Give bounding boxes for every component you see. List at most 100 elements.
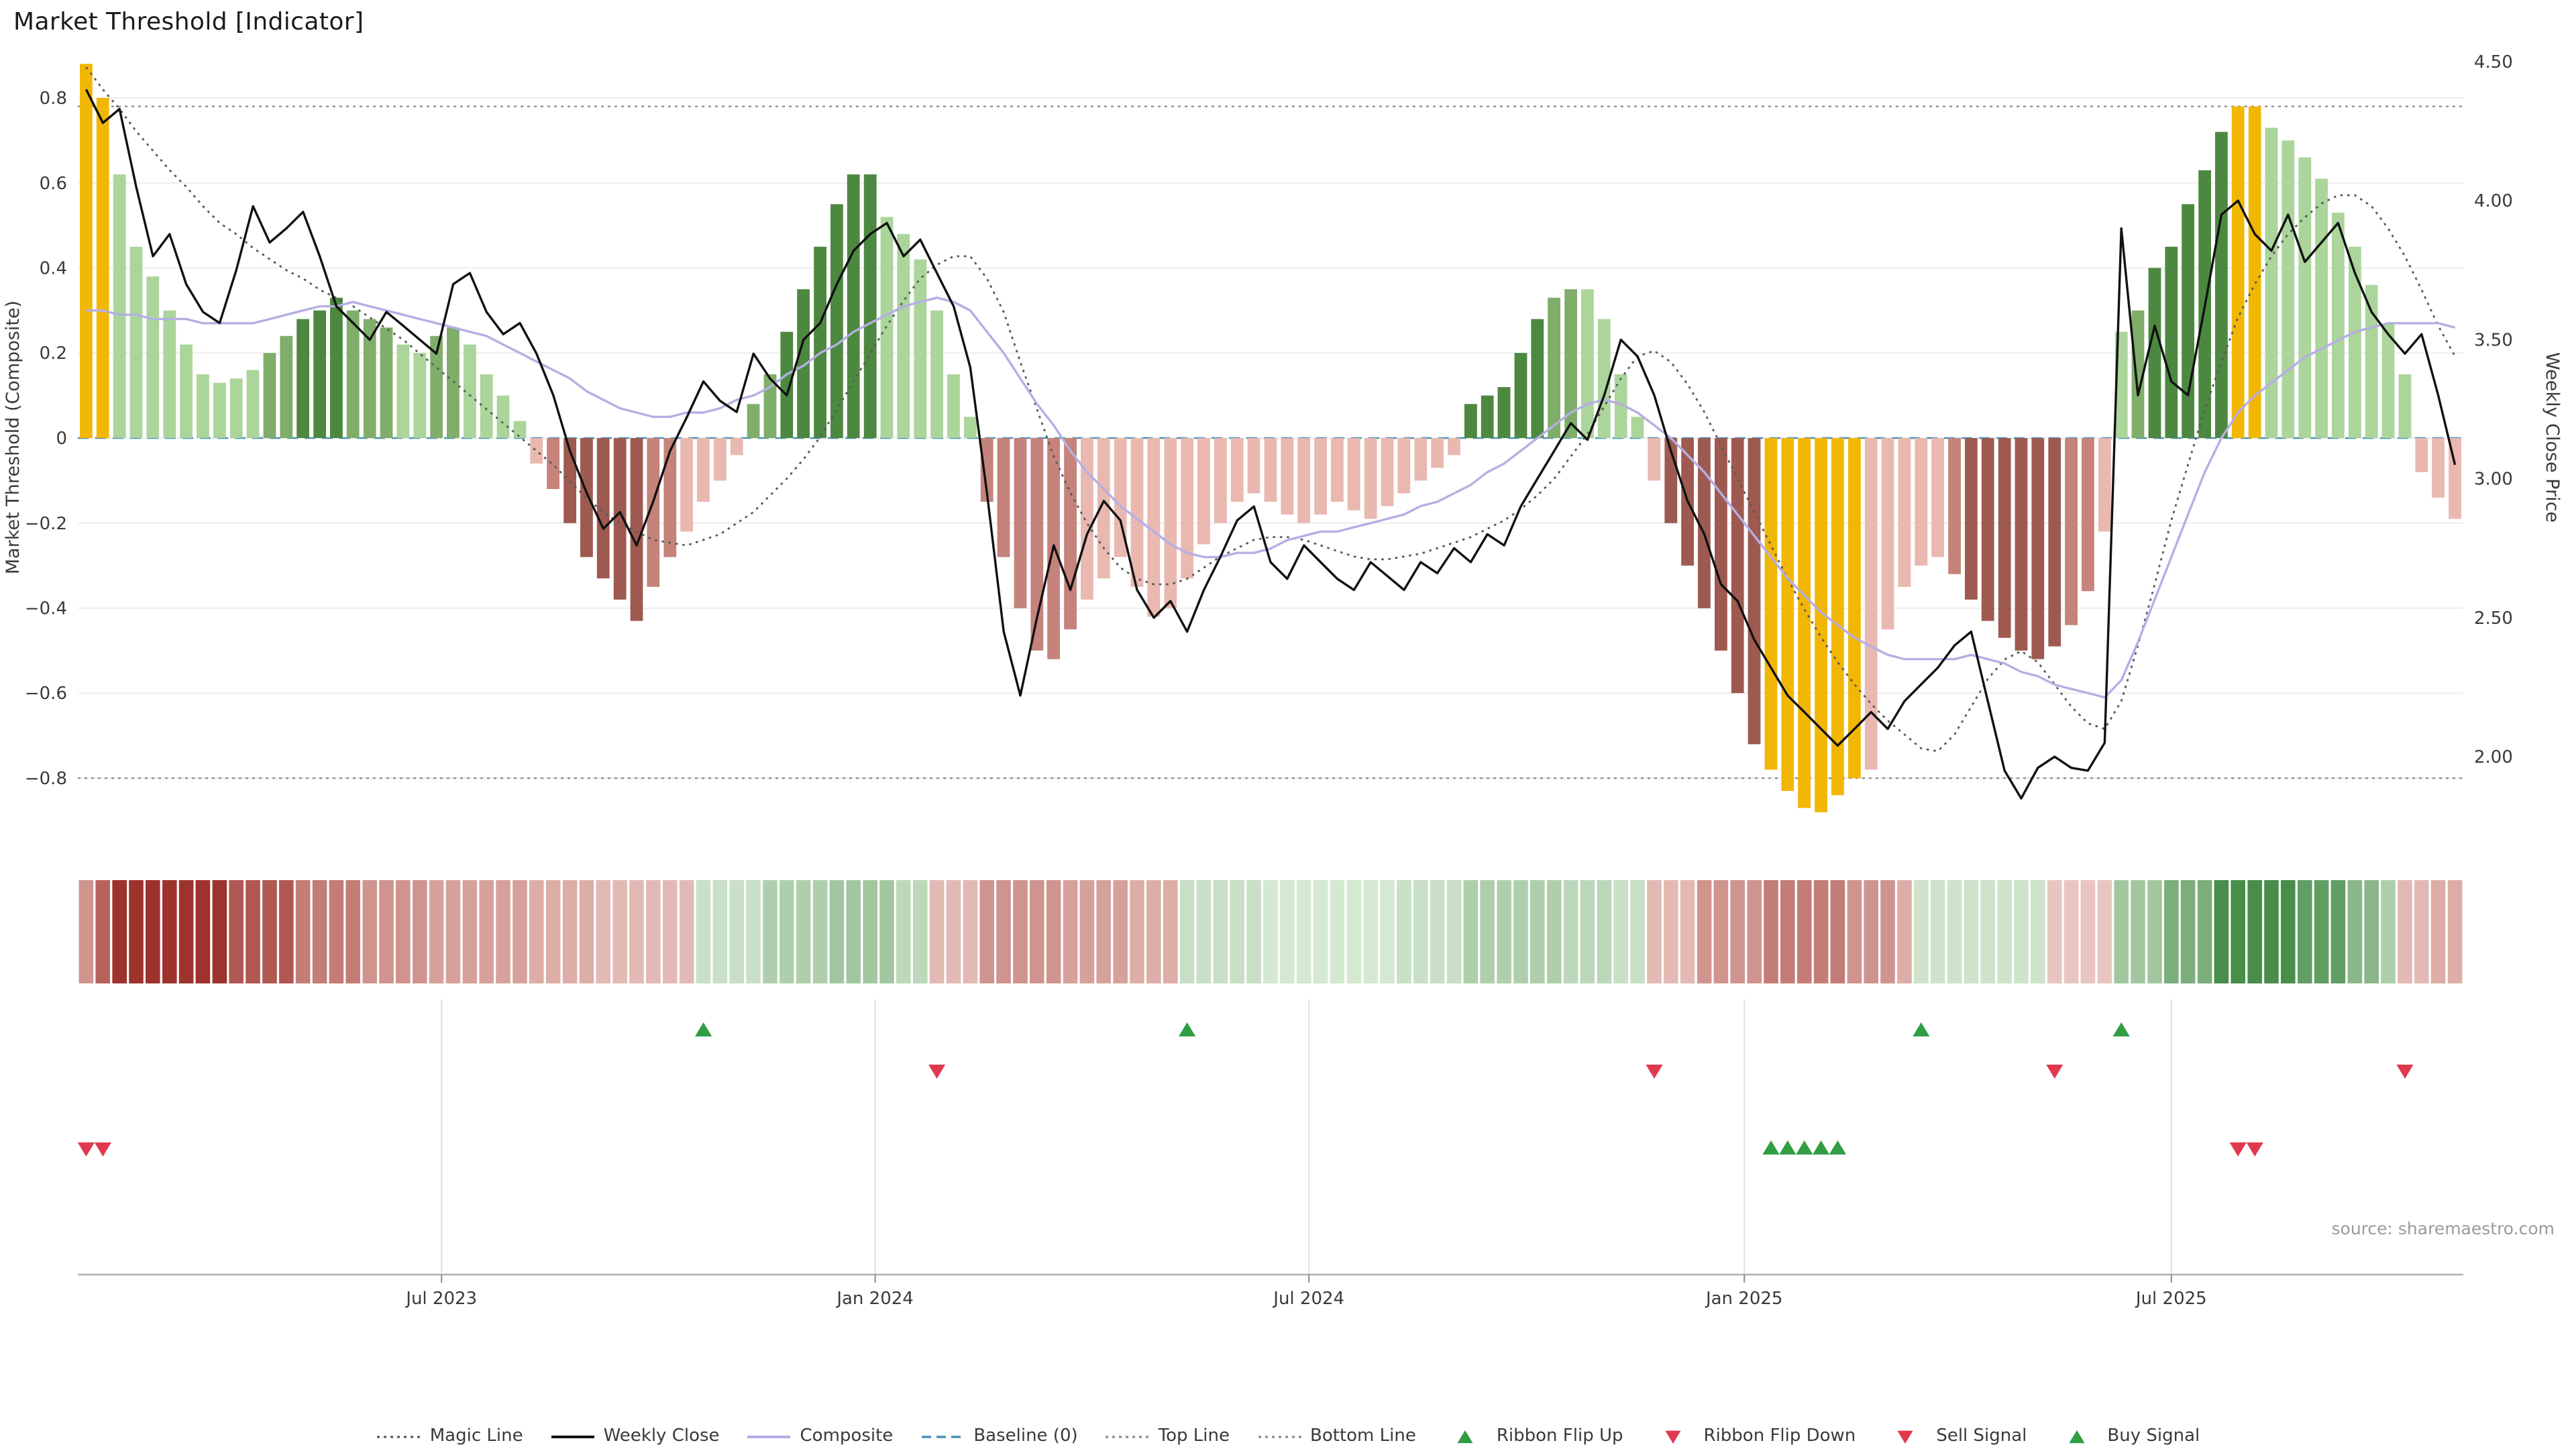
threshold-bar (80, 64, 93, 438)
ribbon-cell (1196, 880, 1212, 983)
threshold-bar (964, 417, 977, 438)
threshold-bar (947, 374, 960, 438)
legend-item-composite: Composite (747, 1426, 894, 1446)
threshold-bar (1397, 438, 1411, 494)
ribbon-cell (1647, 880, 1662, 983)
threshold-bar (2098, 438, 2111, 532)
threshold-bar (1514, 353, 1527, 438)
left-tick-label: −0.6 (25, 684, 67, 704)
ribbon-cell (696, 880, 711, 983)
ribbon-cell (863, 880, 877, 983)
ribbon-cell (1997, 880, 2012, 983)
ribbon-flip-down-marker (2046, 1065, 2063, 1079)
ribbon-cell (2247, 880, 2262, 983)
ribbon-cell (1213, 880, 1228, 983)
threshold-bar (1715, 438, 1727, 651)
ribbon-cell (780, 880, 794, 983)
threshold-bar (1597, 319, 1611, 438)
ribbon-cell (1397, 880, 1411, 983)
threshold-bar (763, 374, 777, 438)
threshold-bar (1331, 438, 1344, 502)
buy-signal-marker (1762, 1140, 1780, 1155)
ribbon-cell (2381, 880, 2396, 983)
ribbon-cell (212, 880, 227, 983)
right-axis-label: Weekly Close Price (2542, 352, 2563, 523)
threshold-bar (1130, 438, 1144, 587)
threshold-bar (1898, 438, 1911, 587)
ribbon-cell (1230, 880, 1244, 983)
ribbon-flip-up-marker (695, 1022, 712, 1036)
ribbon-cell (2347, 880, 2363, 983)
threshold-bar (1464, 404, 1477, 438)
threshold-bar (863, 174, 877, 438)
threshold-bar (847, 174, 860, 438)
threshold-bar (2148, 268, 2161, 438)
buy-signal-marker (1813, 1140, 1830, 1155)
threshold-bar (580, 438, 593, 557)
threshold-bar (1114, 438, 1127, 557)
threshold-bar (1698, 438, 1711, 608)
threshold-bar (1314, 438, 1327, 515)
threshold-bar (313, 310, 326, 438)
ribbon-cell (1813, 880, 1829, 983)
threshold-bar (197, 374, 209, 438)
threshold-bar (496, 395, 510, 438)
threshold-bar (1564, 289, 1577, 438)
threshold-bar (2332, 213, 2345, 438)
ribbon-cell (78, 880, 94, 983)
threshold-bar (1764, 438, 1778, 770)
threshold-bar (814, 246, 826, 438)
threshold-bar (747, 404, 760, 438)
buy-signal-marker (1796, 1140, 1813, 1155)
ribbon-cell (896, 880, 911, 983)
ribbon-flip-down-marker (2396, 1065, 2414, 1079)
threshold-bar (363, 319, 376, 438)
ribbon-cell (1463, 880, 1479, 983)
threshold-bar (1798, 438, 1811, 808)
ribbon-cell (1380, 880, 1395, 983)
ribbon-cell (1413, 880, 1428, 983)
ribbon-cell (1430, 880, 1445, 983)
ribbon-cell (1096, 880, 1111, 983)
threshold-bar (1147, 438, 1161, 617)
threshold-bar (213, 382, 226, 438)
ribbon-cell (2164, 880, 2179, 983)
ribbon-cell (1830, 880, 1845, 983)
threshold-bar (2315, 178, 2328, 438)
x-tick-label: Jul 2023 (405, 1289, 477, 1309)
right-tick-label: 4.00 (2474, 191, 2513, 211)
ribbon-cell (345, 880, 360, 983)
ribbon-cell (1030, 880, 1044, 983)
ribbon-cell (1797, 880, 1812, 983)
threshold-bar (2065, 438, 2078, 625)
ribbon-cell (312, 880, 327, 983)
ribbon-cell (1046, 880, 1061, 983)
threshold-bar (2082, 438, 2094, 592)
ribbon-cell (1480, 880, 1495, 983)
legend-item-label: Composite (800, 1426, 894, 1446)
ribbon-cell (1013, 880, 1028, 983)
threshold-bar (346, 310, 360, 438)
ribbon-cell (812, 880, 828, 983)
threshold-bar (1281, 438, 1294, 515)
threshold-bar (630, 438, 643, 621)
x-tick-label: Jul 2024 (1272, 1289, 1344, 1309)
ribbon-cell (2264, 880, 2279, 983)
threshold-bar (730, 438, 743, 455)
threshold-bar (547, 438, 559, 489)
legend-item-label: Bottom Line (1310, 1426, 1416, 1446)
threshold-bar (1164, 438, 1177, 608)
ribbon-cell (646, 880, 661, 983)
legend-item-baseline-0-: Baseline (0) (920, 1426, 1078, 1446)
ribbon-cell (2281, 880, 2296, 983)
left-axis-ticks: 0.8 0.6 0.4 0.2 0 −0.2 −0.4 −0.6 −0.8 (25, 89, 67, 789)
ribbon-cell (329, 880, 344, 983)
ribbon-cell (2197, 880, 2212, 983)
ribbon-cell (1130, 880, 1144, 983)
ribbon-cell (663, 880, 678, 983)
right-axis-ticks: 4.50 4.00 3.50 3.00 2.50 2.00 (2474, 52, 2513, 767)
threshold-bar (2298, 157, 2312, 438)
legend-tri-up (1458, 1430, 1474, 1443)
ribbon-cell (1897, 880, 1912, 983)
